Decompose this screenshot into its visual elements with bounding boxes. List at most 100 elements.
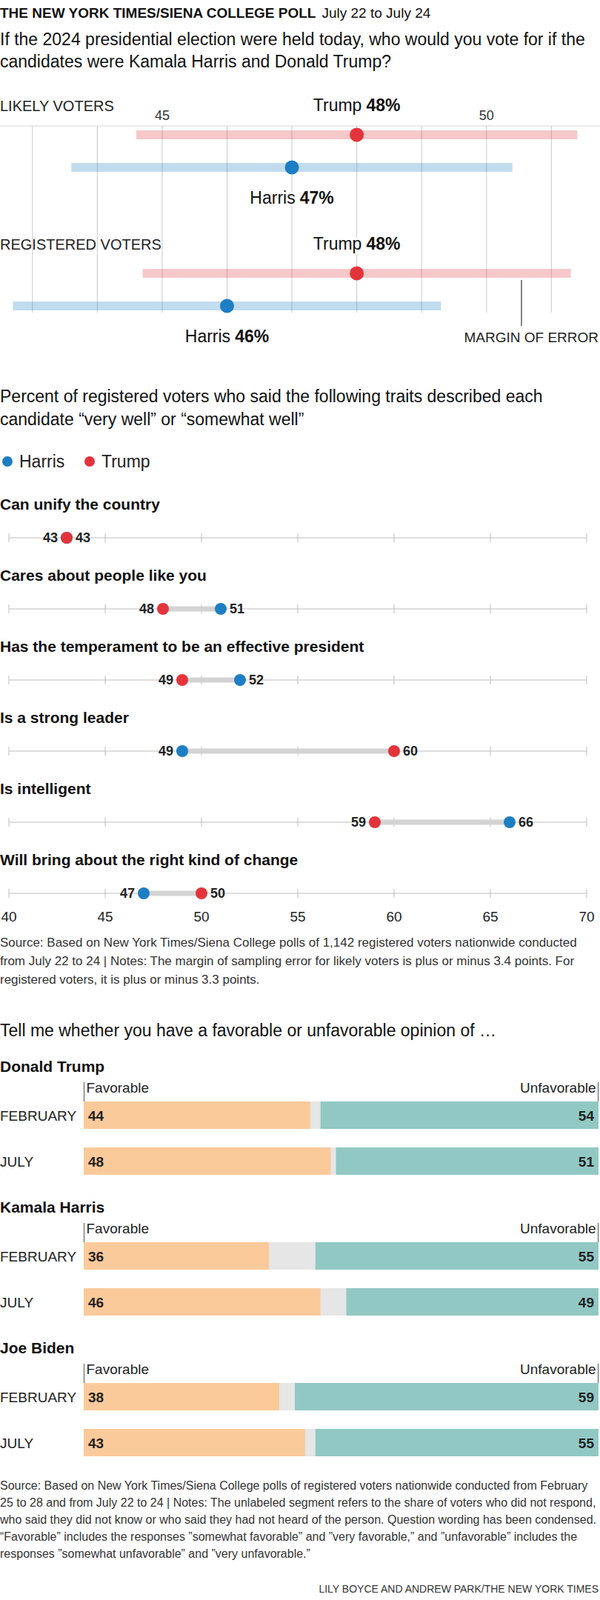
bar-track — [83, 1101, 599, 1129]
tick-mark — [490, 746, 492, 756]
grid-line — [226, 125, 228, 313]
category-label: FEBRUARY — [0, 1248, 77, 1265]
bar — [83, 1242, 269, 1270]
category-label: FEBRUARY — [0, 1108, 77, 1124]
grid-line — [485, 125, 487, 313]
tick-mark — [297, 604, 299, 614]
bar — [315, 1242, 599, 1270]
dot — [388, 745, 400, 758]
data-label: Trump48% — [313, 234, 401, 254]
series-header: Unfavorable — [520, 1080, 596, 1096]
series-name: Harris — [185, 326, 231, 346]
dot — [285, 160, 300, 175]
grid-line — [161, 125, 163, 313]
tick-mark — [105, 533, 106, 543]
tick-label: 70 — [578, 908, 595, 925]
tick-mark — [586, 888, 588, 898]
tick-label: 45 — [97, 908, 113, 925]
series-name: Trump — [313, 234, 363, 254]
bar-track — [83, 1428, 599, 1457]
tick-mark — [8, 533, 10, 543]
dot — [60, 531, 73, 544]
bar — [83, 1382, 280, 1411]
data-label: 60 — [402, 743, 418, 759]
bar — [83, 1288, 321, 1316]
header-tick — [83, 1222, 85, 1243]
chart-title: Percent of registered voters who said th… — [0, 385, 586, 432]
tick-label: 65 — [482, 908, 498, 925]
category-label: REGISTERED VOTERS — [0, 236, 162, 253]
category-label: Is intelligent — [0, 780, 92, 798]
header-tick — [597, 1082, 599, 1102]
chart-title: If the 2024 presidential election were h… — [0, 28, 597, 73]
grid-line — [97, 125, 98, 313]
bar — [315, 1428, 599, 1457]
chart-margin-of-error: 4550LIKELY VOTERSTrump48%Harris47%REGIST… — [0, 95, 600, 346]
tick-mark — [297, 533, 299, 543]
tick-mark — [586, 675, 588, 685]
data-label: 46 — [88, 1294, 104, 1311]
data-label: Trump48% — [313, 95, 401, 115]
category-label: FEBRUARY — [0, 1389, 77, 1406]
bar-track — [83, 1242, 599, 1270]
tick-mark — [201, 817, 203, 827]
dot — [157, 602, 169, 615]
chart-canvas: 4550LIKELY VOTERSTrump48%Harris47%REGIST… — [0, 0, 600, 1600]
connector — [162, 606, 221, 612]
tick-mark — [105, 817, 106, 827]
grid-line — [421, 125, 423, 313]
tick-label: 45 — [154, 108, 170, 123]
dot — [234, 674, 246, 686]
dot — [349, 266, 364, 281]
data-label: 36 — [88, 1248, 104, 1265]
tick-mark — [297, 675, 299, 685]
category-label: Cares about people like you — [0, 566, 207, 584]
tick-mark — [201, 533, 203, 543]
data-label: 48 — [88, 1154, 104, 1170]
tick-mark — [8, 888, 10, 898]
series-header: Favorable — [86, 1080, 150, 1096]
dot — [220, 299, 235, 314]
labels: LIKELY VOTERSTrump48%Harris47%REGISTERED… — [0, 95, 599, 346]
chart-favorability: Donald Trump Favorable Unfavorable FEBRUARY… — [0, 1057, 599, 1457]
annotation: MARGIN OF ERROR — [463, 329, 599, 346]
tick-mark — [490, 604, 492, 614]
bar — [345, 1288, 599, 1316]
tick-mark — [297, 817, 299, 827]
data-label: 54 — [578, 1108, 595, 1124]
annotation-pointer — [520, 280, 522, 326]
source-note: Source: Based on New York Times/Siena Co… — [0, 1477, 598, 1563]
data-label: 47 — [120, 885, 135, 901]
data-label: 44 — [88, 1108, 105, 1124]
tick-mark — [586, 746, 588, 756]
data-label: 48 — [139, 601, 155, 617]
data-label: 51 — [578, 1154, 595, 1170]
header-tick — [597, 1222, 599, 1243]
tick-mark — [586, 533, 588, 543]
tick-label: 40 — [0, 908, 17, 925]
value-label: 46% — [234, 326, 269, 346]
data-label: 43 — [75, 530, 91, 546]
dot — [349, 128, 364, 143]
x-axis-line — [0, 125, 600, 127]
chart-traits: HarrisTrumpCan unify the country4343Care… — [0, 451, 595, 925]
data-label: 59 — [578, 1389, 595, 1406]
value-label: 48% — [365, 234, 400, 254]
tick-mark — [8, 675, 10, 685]
tick-mark — [394, 675, 395, 685]
header: THE NEW YORK TIMES/SIENA COLLEGE POLLJul… — [0, 4, 431, 23]
legend-marker — [2, 456, 13, 467]
series-header: Favorable — [86, 1361, 150, 1378]
category-label: JULY — [0, 1294, 34, 1311]
group-title: Donald Trump — [0, 1057, 105, 1075]
group-title: Kamala Harris — [0, 1198, 105, 1216]
tick-mark — [105, 604, 106, 614]
tick-label: 50 — [479, 108, 495, 123]
dot — [195, 887, 208, 900]
data-label: Harris46% — [185, 326, 269, 346]
tick-mark — [394, 533, 395, 543]
tick-label: 50 — [193, 908, 209, 925]
bar — [83, 1147, 332, 1175]
tick-mark — [490, 675, 492, 685]
bar — [294, 1382, 599, 1411]
